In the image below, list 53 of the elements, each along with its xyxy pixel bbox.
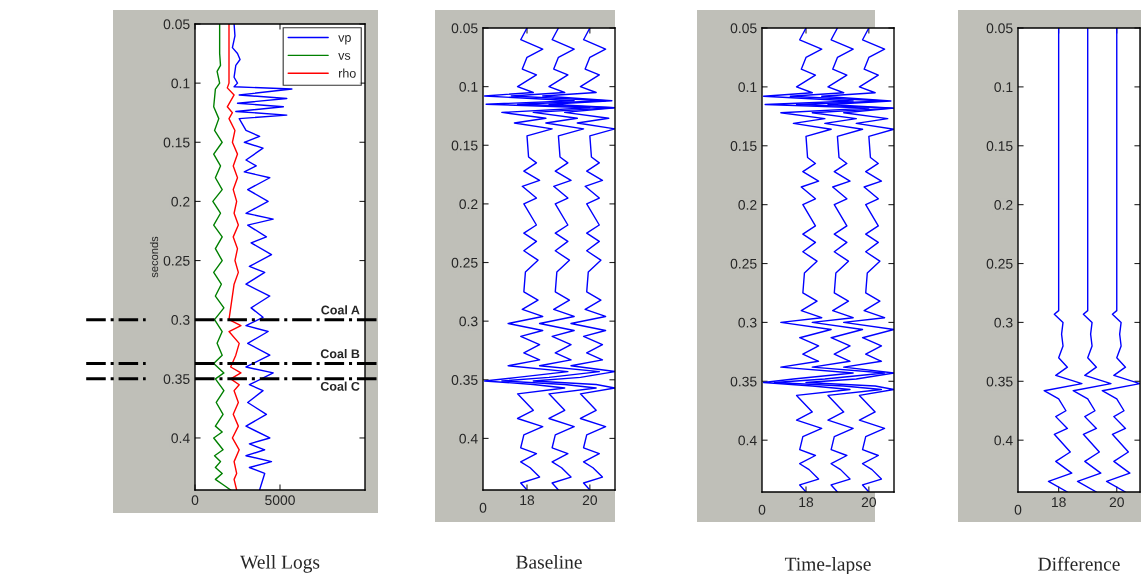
y-tick-label: 0.05	[986, 23, 1013, 34]
x-axis-title: Baseline	[516, 555, 582, 569]
y-tick-label: 0.35	[730, 376, 757, 387]
x-axis-title: Difference	[1038, 556, 1120, 571]
y-tick-label: 0.1	[738, 82, 757, 93]
y-tick-label: 0.4	[994, 435, 1013, 446]
y-tick-label: 0.35	[163, 374, 190, 384]
y-tick-label: 0.05	[163, 19, 190, 30]
ref-line-label: Coal B	[320, 349, 360, 359]
x-tick-label: 20	[582, 495, 598, 506]
text: 0	[1014, 504, 1022, 515]
y-tick-label: 0.15	[730, 141, 757, 151]
y-tick-label: 0.15	[986, 141, 1013, 151]
y-tick-label: 0.2	[171, 196, 190, 207]
y-tick-label: 0.1	[171, 78, 190, 89]
y-tick-label: 0.15	[451, 140, 478, 151]
y-axis-title: seconds	[149, 236, 159, 278]
ref-line-label: Coal A	[321, 305, 360, 315]
y-tick-label: 0.3	[171, 315, 190, 325]
x-tick-label: 18	[799, 497, 814, 508]
y-tick-label: 0.35	[986, 376, 1013, 387]
y-tick-label: 0.3	[459, 316, 478, 327]
legend-label: rho	[339, 68, 356, 78]
y-tick-label: 0.25	[163, 255, 190, 266]
legend-label: vp	[338, 35, 351, 45]
x-tick-label: 0	[191, 495, 199, 506]
y-tick-label: 0.2	[738, 199, 757, 210]
y-tick-label: 0.25	[451, 257, 478, 268]
ref-line-label: Coal C	[320, 381, 360, 391]
text: 0	[758, 504, 766, 515]
y-tick-label: 0.4	[171, 433, 190, 444]
y-tick-label: 0.3	[994, 317, 1013, 328]
x-tick-label: 5000	[265, 495, 295, 506]
x-tick-label: 20	[1109, 497, 1124, 508]
y-tick-label: 0.25	[730, 258, 757, 269]
y-tick-label: 0.15	[163, 137, 190, 148]
y-tick-label: 0.4	[459, 433, 478, 444]
x-axis-title: Time-lapse	[784, 557, 871, 574]
y-tick-label: 0.1	[994, 82, 1013, 93]
y-tick-label: 0.05	[451, 23, 478, 34]
y-tick-label: 0.35	[451, 375, 478, 385]
y-tick-label: 0.1	[459, 81, 478, 92]
x-tick-label: 20	[861, 497, 877, 508]
y-tick-label: 0.05	[730, 23, 757, 34]
y-tick-label: 0.2	[994, 199, 1013, 210]
y-tick-label: 0.4	[738, 435, 757, 446]
y-tick-label: 0.2	[459, 199, 478, 210]
x-axis-title: Well Logs	[240, 555, 320, 573]
y-tick-label: 0.25	[986, 258, 1013, 269]
x-tick-label: 18	[520, 495, 535, 506]
y-tick-label: 0.3	[738, 317, 757, 328]
legend-label: vs	[338, 53, 351, 60]
x-tick-label: 18	[1052, 497, 1066, 508]
